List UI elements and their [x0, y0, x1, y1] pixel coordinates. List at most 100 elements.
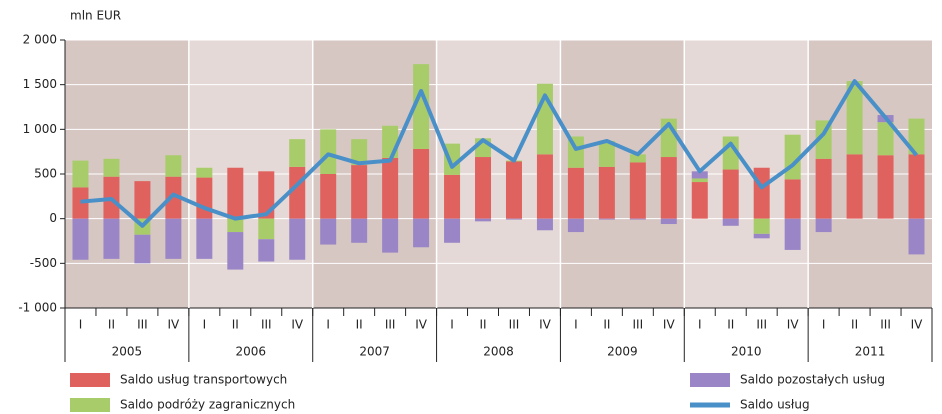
x-tick-label: III: [756, 318, 767, 332]
bar: [784, 218, 801, 250]
x-tick-label: IV: [663, 318, 676, 332]
bar: [567, 218, 584, 233]
bar: [258, 171, 275, 219]
x-tick-label: II: [479, 318, 486, 332]
bar: [444, 174, 461, 219]
bar: [258, 239, 275, 262]
legend-label: Saldo podróży zagranicznych: [120, 398, 295, 412]
x-tick-label: I: [450, 318, 454, 332]
legend-swatch: [690, 373, 730, 387]
x-tick-label: I: [203, 318, 207, 332]
x-tick-label: II: [727, 318, 734, 332]
x-tick-label: I: [326, 318, 330, 332]
bar: [196, 218, 213, 259]
y-axis-label: mln EUR: [70, 9, 121, 23]
bar: [877, 155, 894, 219]
legend-swatch: [70, 398, 110, 412]
bar: [567, 167, 584, 219]
bar: [536, 154, 553, 219]
bar: [815, 158, 832, 219]
x-tick-label: II: [851, 318, 858, 332]
x-tick-label: III: [261, 318, 272, 332]
x-tick-label: I: [79, 318, 83, 332]
line: [80, 79, 919, 228]
bar: [505, 161, 522, 219]
y-tick-label: 0: [49, 211, 57, 225]
x-tick-label: I: [822, 318, 826, 332]
y-tick-label: -1 000: [18, 301, 57, 315]
bar: [444, 218, 461, 243]
year-label: 2010: [731, 345, 762, 359]
x-tick-label: IV: [539, 318, 552, 332]
bar: [227, 232, 244, 270]
bar: [134, 234, 151, 264]
bar: [753, 218, 770, 234]
x-tick-label: II: [603, 318, 610, 332]
legend-swatch: [70, 373, 110, 387]
bar: [320, 174, 337, 219]
bar: [165, 176, 182, 219]
bar: [351, 165, 368, 219]
legend-label: Saldo usług transportowych: [120, 373, 287, 387]
bar: [753, 167, 770, 219]
bar: [691, 178, 708, 183]
bar: [413, 64, 430, 149]
y-tick-label: 500: [34, 167, 57, 181]
bar: [505, 218, 522, 220]
x-tick-label: IV: [415, 318, 428, 332]
x-tick-label: III: [137, 318, 148, 332]
x-tick-label: III: [633, 318, 644, 332]
bar: [320, 129, 337, 174]
x-tick-label: I: [698, 318, 702, 332]
bar: [629, 162, 646, 219]
x-tick-label: II: [108, 318, 115, 332]
bar: [722, 218, 739, 226]
y-tick-label: 1 000: [23, 122, 57, 136]
legend-label: Saldo usług: [740, 398, 810, 412]
bar: [660, 218, 677, 225]
y-tick-label: -500: [30, 256, 57, 270]
x-tick-label: III: [385, 318, 396, 332]
bar: [598, 140, 615, 167]
bar: [258, 218, 275, 240]
x-tick-label: III: [509, 318, 520, 332]
bar: [103, 158, 120, 177]
year-label: 2007: [359, 345, 390, 359]
bar: [629, 154, 646, 163]
bar: [134, 181, 151, 219]
x-tick-label: II: [356, 318, 363, 332]
bar: [72, 187, 89, 219]
bar: [691, 182, 708, 219]
year-label: 2011: [855, 345, 886, 359]
bar: [382, 218, 399, 253]
bar: [846, 154, 863, 219]
year-label: 2008: [483, 345, 514, 359]
year-label: 2009: [607, 345, 638, 359]
bar: [753, 233, 770, 239]
bar: [660, 157, 677, 219]
bar: [165, 218, 182, 259]
bar: [598, 218, 615, 220]
bar: [227, 218, 244, 233]
year-label: 2005: [112, 345, 143, 359]
x-tick-label: IV: [911, 318, 924, 332]
bar: [413, 148, 430, 219]
y-tick-label: 2 000: [23, 33, 57, 47]
bar: [908, 218, 925, 255]
bar: [598, 166, 615, 219]
bar: [536, 218, 553, 231]
x-tick-label: IV: [291, 318, 304, 332]
bar: [908, 154, 925, 219]
bar: [351, 139, 368, 166]
bar: [351, 218, 368, 243]
bar: [877, 122, 894, 156]
x-tick-label: II: [232, 318, 239, 332]
year-label: 2006: [236, 345, 267, 359]
bar: [444, 143, 461, 175]
bar: [227, 167, 244, 219]
bar: [289, 218, 306, 260]
x-tick-label: IV: [168, 318, 181, 332]
bar: [196, 177, 213, 219]
bar: [72, 160, 89, 188]
